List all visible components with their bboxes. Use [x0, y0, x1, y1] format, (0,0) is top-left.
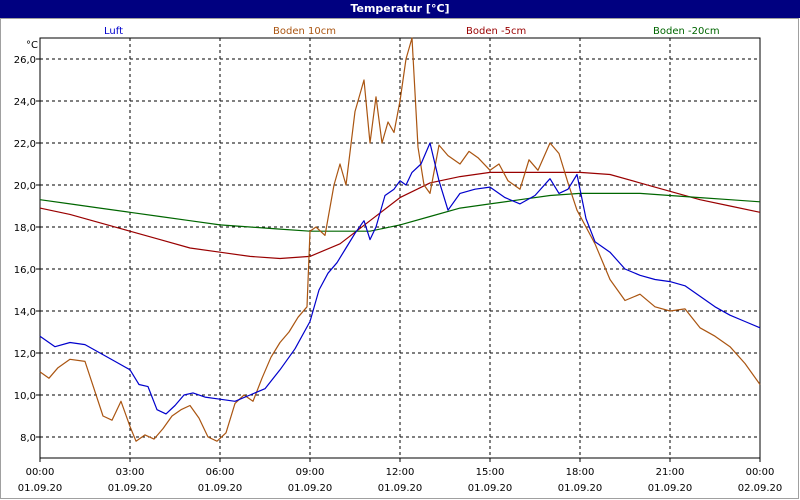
x-tick-time: 00:00	[746, 467, 775, 478]
x-tick-time: 03:00	[116, 467, 145, 478]
y-axis-ticks: 8,0 10,0 12,0 14,0 16,0 18,0 20,0 22,0 24,0 26,0	[14, 55, 40, 444]
series-lines	[39, 37, 761, 442]
legend-boden-minus20cm: Boden -20cm	[653, 26, 720, 37]
x-tick-date: 01.09.20	[378, 483, 423, 494]
legend-boden-10cm: Boden 10cm	[273, 26, 336, 37]
y-tick-label: 10,0	[14, 391, 36, 402]
y-unit-label: °C	[26, 40, 38, 51]
series-line-luft	[39, 142, 761, 415]
x-tick-date: 01.09.20	[108, 483, 153, 494]
legend-luft: Luft	[104, 26, 123, 37]
x-tick-time: 06:00	[206, 467, 235, 478]
legend-boden-minus5cm: Boden -5cm	[466, 26, 526, 37]
x-tick-date: 01.09.20	[18, 483, 63, 494]
y-tick-label: 16,0	[14, 265, 36, 276]
x-axis-ticks: 00:00 01.09.20 03:00 01.09.20 06:00 01.09.20 0…	[18, 458, 783, 494]
x-tick-time: 00:00	[26, 467, 55, 478]
y-tick-label: 22,0	[14, 139, 36, 150]
y-tick-label: 14,0	[14, 307, 36, 318]
outer-border	[0, 18, 799, 499]
x-tick-date: 01.09.20	[648, 483, 693, 494]
x-tick-time: 15:00	[476, 467, 505, 478]
x-tick-time: 21:00	[656, 467, 685, 478]
x-tick-time: 09:00	[296, 467, 325, 478]
legend: Luft Boden 10cm Boden -5cm Boden -20cm	[104, 26, 720, 37]
x-tick-time: 18:00	[566, 467, 595, 478]
y-tick-label: 20,0	[14, 181, 36, 192]
x-tick-date: 02.09.20	[738, 483, 783, 494]
series-line-boden-10cm	[39, 37, 761, 442]
chart-title: Temperatur [°C]	[0, 0, 800, 18]
series-line-boden-20cm	[39, 192, 761, 232]
y-tick-label: 8,0	[20, 433, 36, 444]
x-tick-date: 01.09.20	[198, 483, 243, 494]
y-tick-label: 18,0	[14, 223, 36, 234]
x-tick-date: 01.09.20	[558, 483, 603, 494]
x-tick-time: 12:00	[386, 467, 415, 478]
x-tick-date: 01.09.20	[468, 483, 513, 494]
y-tick-label: 24,0	[14, 97, 36, 108]
x-tick-date: 01.09.20	[288, 483, 333, 494]
grid	[40, 38, 760, 458]
y-tick-label: 26,0	[14, 55, 36, 66]
y-tick-label: 12,0	[14, 349, 36, 360]
series-line-boden-5cm	[39, 171, 761, 260]
